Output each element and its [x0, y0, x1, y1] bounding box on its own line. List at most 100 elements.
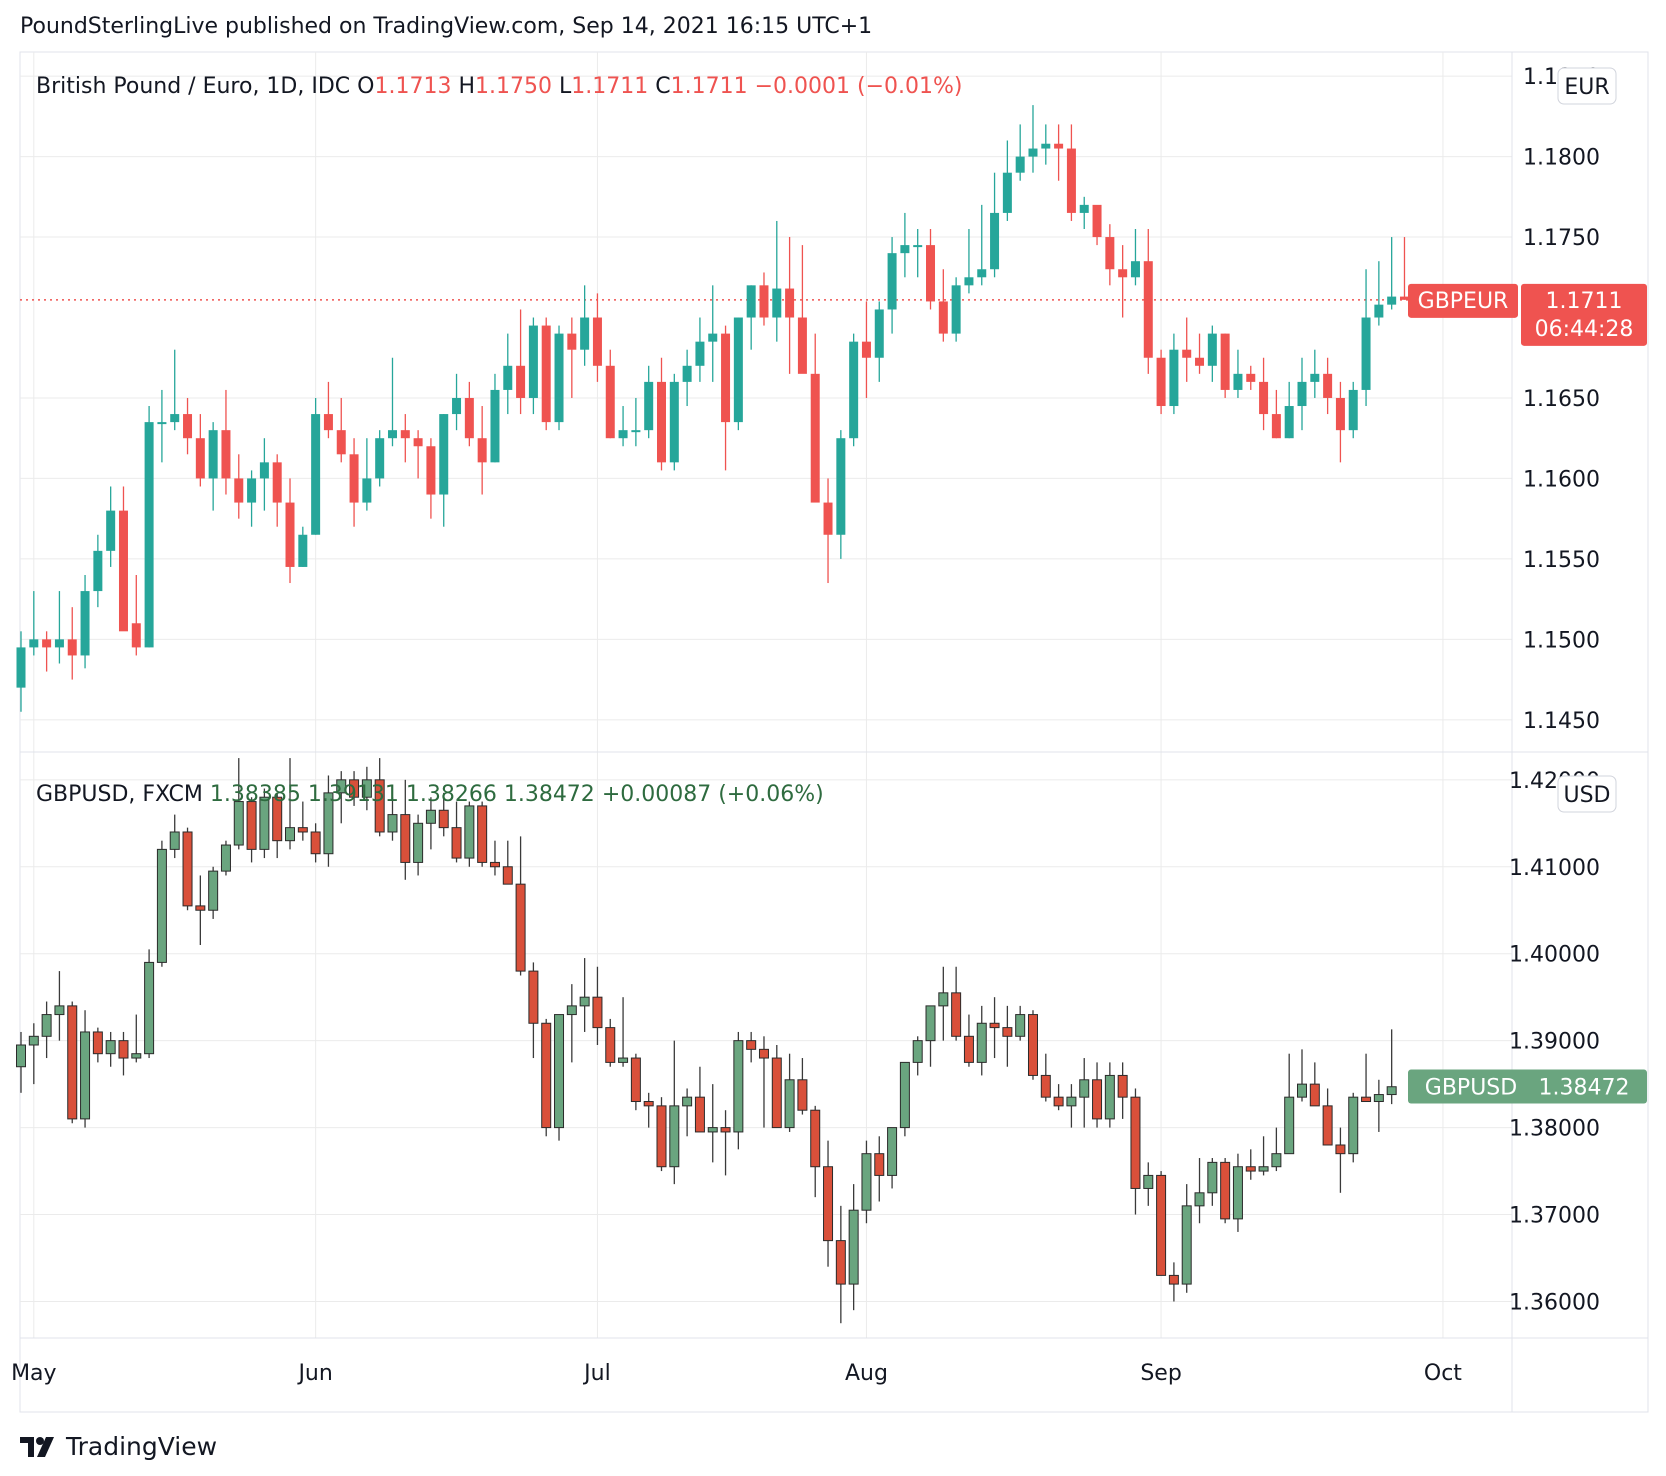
- gbpusd-candle[interactable]: [1220, 1158, 1231, 1224]
- gbpeur-candle[interactable]: [1066, 124, 1076, 221]
- gbpusd-candle[interactable]: [771, 1045, 782, 1129]
- gbpeur-candle[interactable]: [1310, 349, 1320, 398]
- gbpeur-candle[interactable]: [464, 381, 474, 447]
- gbpeur-candle[interactable]: [580, 285, 590, 366]
- gbpusd-candle[interactable]: [272, 792, 283, 859]
- gbpusd-candle[interactable]: [1053, 1084, 1064, 1111]
- gbpusd-candle[interactable]: [361, 766, 372, 811]
- gbpeur-candle[interactable]: [1259, 357, 1269, 431]
- gbpusd-candle[interactable]: [1027, 1010, 1038, 1080]
- gbpeur-candle[interactable]: [1233, 349, 1243, 398]
- gbpusd-candle[interactable]: [54, 971, 65, 1041]
- gbpusd-candle[interactable]: [810, 1105, 821, 1198]
- gbpusd-candle[interactable]: [1066, 1084, 1077, 1128]
- gbpeur-candle[interactable]: [1284, 381, 1294, 439]
- gbpusd-candle[interactable]: [1232, 1153, 1243, 1232]
- gbpeur-candle[interactable]: [1361, 269, 1371, 407]
- gbpusd-candle[interactable]: [1284, 1053, 1295, 1155]
- gbpusd-candle[interactable]: [1361, 1053, 1372, 1103]
- gbpusd-candle[interactable]: [41, 1001, 52, 1059]
- gbpeur-candle[interactable]: [618, 406, 628, 447]
- gbpeur-candle[interactable]: [516, 309, 526, 415]
- gbpusd-candle[interactable]: [156, 840, 167, 967]
- gbpusd-candle[interactable]: [912, 1036, 923, 1076]
- gbpusd-candle[interactable]: [938, 966, 949, 1041]
- gbpeur-candle[interactable]: [605, 349, 615, 439]
- gbpusd-candle[interactable]: [797, 1058, 808, 1115]
- gbpeur-candle[interactable]: [541, 317, 551, 431]
- gbpusd-candle[interactable]: [1168, 1262, 1179, 1302]
- gbpusd-candle[interactable]: [16, 1031, 26, 1093]
- gbpeur-candle[interactable]: [1143, 229, 1153, 374]
- gbpeur-candle[interactable]: [80, 574, 90, 669]
- gbpusd-candle[interactable]: [1297, 1049, 1307, 1102]
- gbpusd-candle[interactable]: [387, 797, 398, 841]
- gbpeur-candle[interactable]: [259, 438, 269, 511]
- gbpusd-candle[interactable]: [1348, 1092, 1359, 1163]
- gbpusd-candle[interactable]: [451, 801, 462, 863]
- gbpusd-candle[interactable]: [336, 771, 347, 824]
- gbpeur-candle[interactable]: [54, 591, 64, 664]
- currency-button-usd[interactable]: USD: [1557, 775, 1617, 813]
- gbpeur-candle[interactable]: [1323, 357, 1333, 415]
- gbpusd-candle[interactable]: [746, 1031, 757, 1063]
- gbpusd-candle[interactable]: [1386, 1029, 1397, 1105]
- gbpeur-candle[interactable]: [144, 406, 154, 648]
- gbpeur-candle[interactable]: [1348, 381, 1358, 439]
- gbpusd-candle[interactable]: [259, 788, 270, 859]
- gbpusd-candle[interactable]: [566, 984, 577, 1063]
- gbpusd-candle[interactable]: [1143, 1162, 1154, 1206]
- gbpusd-candle[interactable]: [682, 1088, 693, 1137]
- gbpeur-candle[interactable]: [311, 397, 321, 535]
- gbpusd-candle[interactable]: [720, 1110, 731, 1176]
- gbpusd-candle[interactable]: [131, 1014, 142, 1063]
- gbpeur-candle[interactable]: [1169, 333, 1179, 415]
- gbpeur-candle[interactable]: [413, 430, 423, 479]
- gbpeur-candle[interactable]: [567, 317, 577, 398]
- gbpusd-candle[interactable]: [630, 1053, 641, 1111]
- gbpeur-candle[interactable]: [1195, 333, 1205, 374]
- gbpeur-candle[interactable]: [93, 534, 103, 608]
- gbpeur-candle[interactable]: [721, 325, 731, 471]
- gbpeur-candle[interactable]: [16, 631, 26, 712]
- gbpusd-candle[interactable]: [1002, 1005, 1013, 1067]
- gbpusd-candle[interactable]: [1104, 1062, 1115, 1128]
- gbpeur-candle[interactable]: [221, 389, 231, 495]
- gbpeur-candle[interactable]: [67, 607, 77, 680]
- gbpeur-candle[interactable]: [861, 301, 871, 398]
- gbpusd-candle[interactable]: [285, 758, 296, 850]
- gbpusd-candle[interactable]: [1271, 1127, 1282, 1172]
- gbpeur-candle[interactable]: [810, 333, 820, 503]
- gbpusd-candle[interactable]: [656, 1097, 667, 1172]
- gbpusd-candle[interactable]: [28, 1023, 39, 1085]
- gbpusd-candle[interactable]: [92, 1027, 103, 1063]
- gbpeur-candle[interactable]: [874, 301, 884, 382]
- gbpeur-candle[interactable]: [362, 438, 372, 511]
- gbpeur-candle[interactable]: [1297, 357, 1307, 431]
- gbpeur-candle[interactable]: [528, 317, 538, 415]
- gbpusd-candle[interactable]: [1373, 1079, 1384, 1132]
- gbpusd-candle[interactable]: [208, 866, 219, 919]
- gbpeur-candle[interactable]: [772, 220, 782, 342]
- gbpusd-candle[interactable]: [1156, 1171, 1167, 1276]
- gbpusd-candle[interactable]: [784, 1053, 795, 1132]
- gbpeur-candle[interactable]: [247, 470, 257, 527]
- gbpusd-candle[interactable]: [605, 1018, 616, 1067]
- gbpusd-candle[interactable]: [989, 997, 1000, 1059]
- gbpusd-candle[interactable]: [618, 997, 629, 1067]
- gbpeur-candle[interactable]: [1246, 365, 1256, 390]
- gbpusd-candle[interactable]: [246, 797, 257, 863]
- gbpusd-candle[interactable]: [1207, 1158, 1218, 1206]
- gbpeur-candle[interactable]: [682, 349, 692, 407]
- gbpeur-candle[interactable]: [657, 357, 666, 471]
- gbpusd-candle[interactable]: [515, 836, 526, 976]
- gbpeur-candle[interactable]: [887, 237, 897, 334]
- gbpeur-candle[interactable]: [836, 430, 846, 559]
- gbpeur-candle[interactable]: [1220, 333, 1230, 398]
- gbpusd-candle[interactable]: [733, 1031, 744, 1150]
- gbpusd-candle[interactable]: [323, 775, 334, 867]
- gbpeur-candle[interactable]: [1015, 124, 1025, 181]
- gbpeur-candle[interactable]: [900, 212, 910, 278]
- gbpusd-candle[interactable]: [1245, 1149, 1256, 1180]
